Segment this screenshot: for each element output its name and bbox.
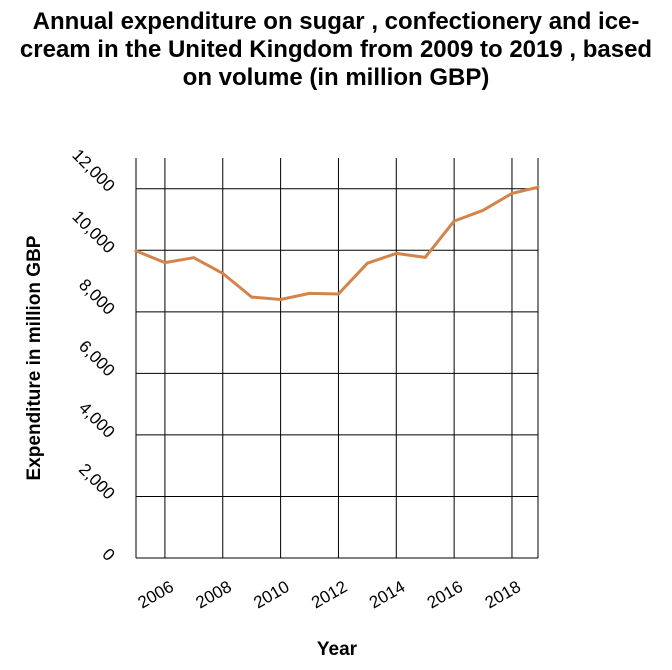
x-tick-label: 2014 xyxy=(366,577,408,612)
data-point xyxy=(481,208,485,212)
data-point xyxy=(336,292,340,296)
y-tick-label: 8,000 xyxy=(75,275,119,319)
y-tick-label: 10,000 xyxy=(68,207,118,257)
y-tick-label: 4,000 xyxy=(75,398,119,442)
data-point xyxy=(192,256,196,260)
series-line xyxy=(134,185,540,301)
data-point xyxy=(250,295,254,299)
x-tick-label: 2012 xyxy=(308,577,350,612)
x-tick-label: 2008 xyxy=(193,577,235,612)
y-tick-label: 12,000 xyxy=(68,145,118,195)
y-axis-ticks: 0 2,000 4,000 6,000 8,000 10,000 12,000 xyxy=(68,145,118,564)
x-tick-label: 2006 xyxy=(135,577,177,612)
data-point xyxy=(452,219,456,223)
x-tick-label: 2016 xyxy=(424,577,466,612)
data-point xyxy=(221,271,225,275)
data-point xyxy=(279,298,283,302)
data-point xyxy=(536,185,540,189)
y-axis-title: Expenditure in million GBP xyxy=(24,235,45,480)
series-layer xyxy=(134,185,540,302)
data-point xyxy=(163,261,167,265)
chart-title: Annual expenditure on sugar , confection… xyxy=(19,8,653,91)
y-tick-label: 2,000 xyxy=(75,460,119,504)
data-point xyxy=(308,291,312,295)
x-tick-label: 2018 xyxy=(482,577,524,612)
data-point xyxy=(423,255,427,259)
x-axis-title: Year xyxy=(317,639,358,660)
data-point xyxy=(134,249,138,253)
x-axis-ticks: 2006 2008 2010 2012 2014 2016 2018 xyxy=(135,577,524,612)
y-tick-label: 6,000 xyxy=(75,337,119,381)
y-tick-label: 0 xyxy=(98,545,118,565)
grid-layer xyxy=(135,158,539,559)
data-point xyxy=(394,251,398,255)
data-point xyxy=(510,191,514,195)
x-tick-label: 2010 xyxy=(250,577,292,612)
data-point xyxy=(365,261,369,265)
